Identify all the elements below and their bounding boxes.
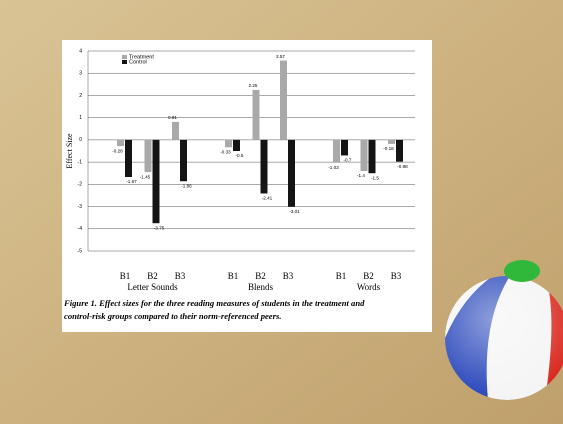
- bar: [361, 140, 368, 171]
- legend-label: Control: [129, 59, 147, 65]
- value-label: -1.86: [181, 183, 192, 188]
- bar: [253, 90, 260, 140]
- value-label: -3.75: [154, 225, 165, 230]
- bar: [388, 140, 395, 144]
- value-label: 3.57: [276, 54, 285, 59]
- value-label: -1.03: [328, 165, 339, 170]
- ball-cap: [504, 260, 540, 282]
- bar: [369, 140, 376, 173]
- x-tick-label: B1: [336, 271, 347, 281]
- value-label: 0.81: [168, 115, 177, 120]
- bar: [288, 140, 295, 207]
- x-tick-label: B3: [391, 271, 402, 281]
- value-label: -0.33: [220, 149, 231, 154]
- bar: [145, 140, 152, 172]
- group-label: Letter Sounds: [127, 282, 178, 292]
- value-label: -1.5: [371, 175, 379, 180]
- value-label: -2.41: [262, 196, 273, 201]
- value-label: -0.28: [112, 148, 123, 153]
- y-tick-label: -5: [78, 248, 83, 254]
- value-label: -0.7: [344, 158, 352, 163]
- y-tick-label: 1: [79, 115, 82, 121]
- x-tick-label: B3: [175, 271, 186, 281]
- value-label: -0.98: [397, 164, 408, 169]
- group-label: Words: [357, 282, 381, 292]
- bar: [261, 140, 268, 194]
- x-tick-label: B1: [228, 271, 239, 281]
- bar: [225, 140, 232, 147]
- y-tick-label: 4: [79, 48, 82, 54]
- y-tick-label: 3: [79, 71, 82, 77]
- legend-swatch: [122, 55, 127, 59]
- x-tick-label: B2: [255, 271, 266, 281]
- y-tick-label: 0: [79, 137, 82, 143]
- caption-line: Figure 1. Effect sizes for the three rea…: [63, 298, 365, 308]
- x-tick-label: B1: [120, 271, 131, 281]
- bar: [341, 140, 348, 156]
- y-tick-label: 2: [79, 93, 82, 99]
- y-tick-label: -3: [78, 204, 83, 210]
- value-label: -3.01: [289, 209, 300, 214]
- value-label: -0.18: [383, 146, 394, 151]
- value-label: 2.25: [249, 83, 258, 88]
- x-tick-label: B3: [283, 271, 294, 281]
- slide: -5 -4 -3 -2 -1 0 1 2 3 4 Effect Size B1 -0.28 -1.67 B2…: [0, 0, 563, 424]
- x-tick-label: B2: [147, 271, 158, 281]
- y-tick-label: -2: [78, 182, 83, 188]
- x-tick-label: B2: [363, 271, 374, 281]
- group-label: Blends: [248, 282, 273, 292]
- bar: [333, 140, 340, 163]
- value-label: -0.5: [236, 153, 244, 158]
- legend-swatch: [122, 60, 127, 64]
- bar: [117, 140, 124, 146]
- bar: [233, 140, 240, 151]
- page: -5 -4 -3 -2 -1 0 1 2 3 4 Effect Size B1 -0.28 -1.67 B2…: [0, 0, 563, 424]
- bar: [180, 140, 187, 181]
- bar: [172, 122, 179, 140]
- bar: [125, 140, 132, 177]
- y-axis-title: Effect Size: [65, 133, 74, 169]
- value-label: -1.4: [357, 173, 365, 178]
- value-label: -1.45: [140, 174, 151, 179]
- y-tick-label: -1: [78, 159, 83, 165]
- bar: [153, 140, 160, 223]
- y-tick-label: -4: [78, 226, 83, 232]
- bar: [280, 61, 287, 140]
- bar: [396, 140, 403, 162]
- caption-line: control-risk groups compared to their no…: [64, 311, 281, 321]
- value-label: -1.67: [126, 179, 137, 184]
